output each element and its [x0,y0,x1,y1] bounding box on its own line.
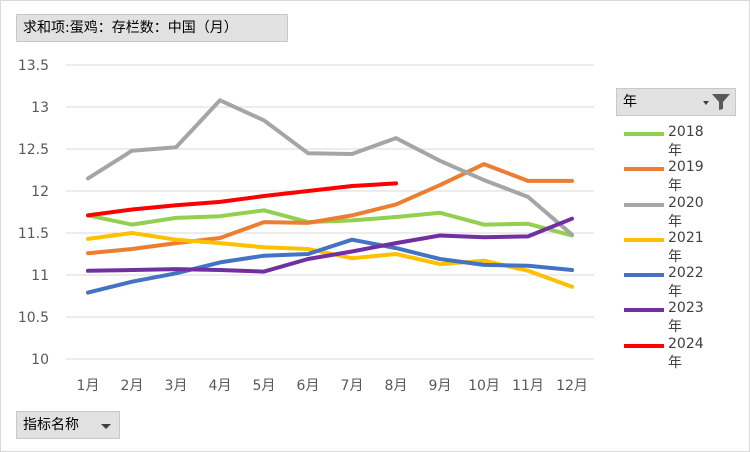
x-tick-label: 8月 [385,378,408,394]
y-tick-label: 10.5 [18,310,49,326]
legend-swatch [624,273,664,278]
x-tick-label: 12月 [556,378,588,394]
legend-label: 2023年 [668,300,704,336]
legend-swatch [624,167,664,172]
series-line-2019年[interactable] [86,162,574,256]
row-field-label: 指标名称 [23,417,79,433]
y-tick-label: 12 [31,184,49,200]
legend-label: 2020年 [668,194,704,230]
series-line-2024年[interactable] [86,181,398,218]
series-lines [86,98,574,295]
series-line-2018年[interactable] [86,208,574,238]
legend-swatch [624,308,664,313]
chevron-down-icon [703,101,709,105]
y-axis: 10 10.5 11 11.5 12 12.5 13 13.5 [18,58,49,368]
legend-label: 2019年 [668,159,704,195]
value-field-label: 求和项:蛋鸡：存栏数：中国（月） [23,20,238,36]
y-tick-label: 13.5 [18,58,49,74]
y-tick-label: 11 [31,268,49,284]
x-tick-label: 3月 [165,378,188,394]
filter-icon[interactable] [711,93,731,111]
legend-field-label: 年 [623,94,637,110]
legend-label: 2024年 [668,335,704,371]
legend-field-button[interactable]: 年 [616,88,736,116]
legend-swatch [624,202,664,207]
x-tick-label: 4月 [209,378,232,394]
y-tick-label: 10 [31,352,49,368]
x-tick-label: 9月 [429,378,452,394]
y-tick-label: 12.5 [18,142,49,158]
value-field-button[interactable]: 求和项:蛋鸡：存栏数：中国（月） [16,14,288,42]
x-tick-label: 7月 [341,378,364,394]
legend-swatch [624,343,664,348]
series-line-2023年[interactable] [86,216,574,274]
row-field-button[interactable]: 指标名称 [16,411,120,439]
x-tick-label: 2月 [121,378,144,394]
x-tick-label: 10月 [468,378,500,394]
x-tick-label: 1月 [77,378,100,394]
x-tick-label: 11月 [512,378,544,394]
y-tick-label: 11.5 [18,226,49,242]
x-tick-label: 6月 [297,378,320,394]
legend-label: 2021年 [668,229,704,265]
legend-swatch [624,132,664,136]
y-tick-label: 13 [31,100,49,116]
x-axis: 1月 2月 3月 4月 5月 6月 7月 8月 9月 10月 11月 12月 [77,378,588,394]
chevron-down-icon [101,424,111,429]
series-line-2020年[interactable] [86,98,574,237]
series-line-2022年[interactable] [86,237,574,295]
legend-label: 2018年 [668,124,704,159]
legend-label: 2022年 [668,265,704,301]
legend-swatch [624,237,664,242]
gridlines [66,64,594,360]
x-tick-label: 5月 [253,378,276,394]
series-line-2021年[interactable] [86,231,574,289]
